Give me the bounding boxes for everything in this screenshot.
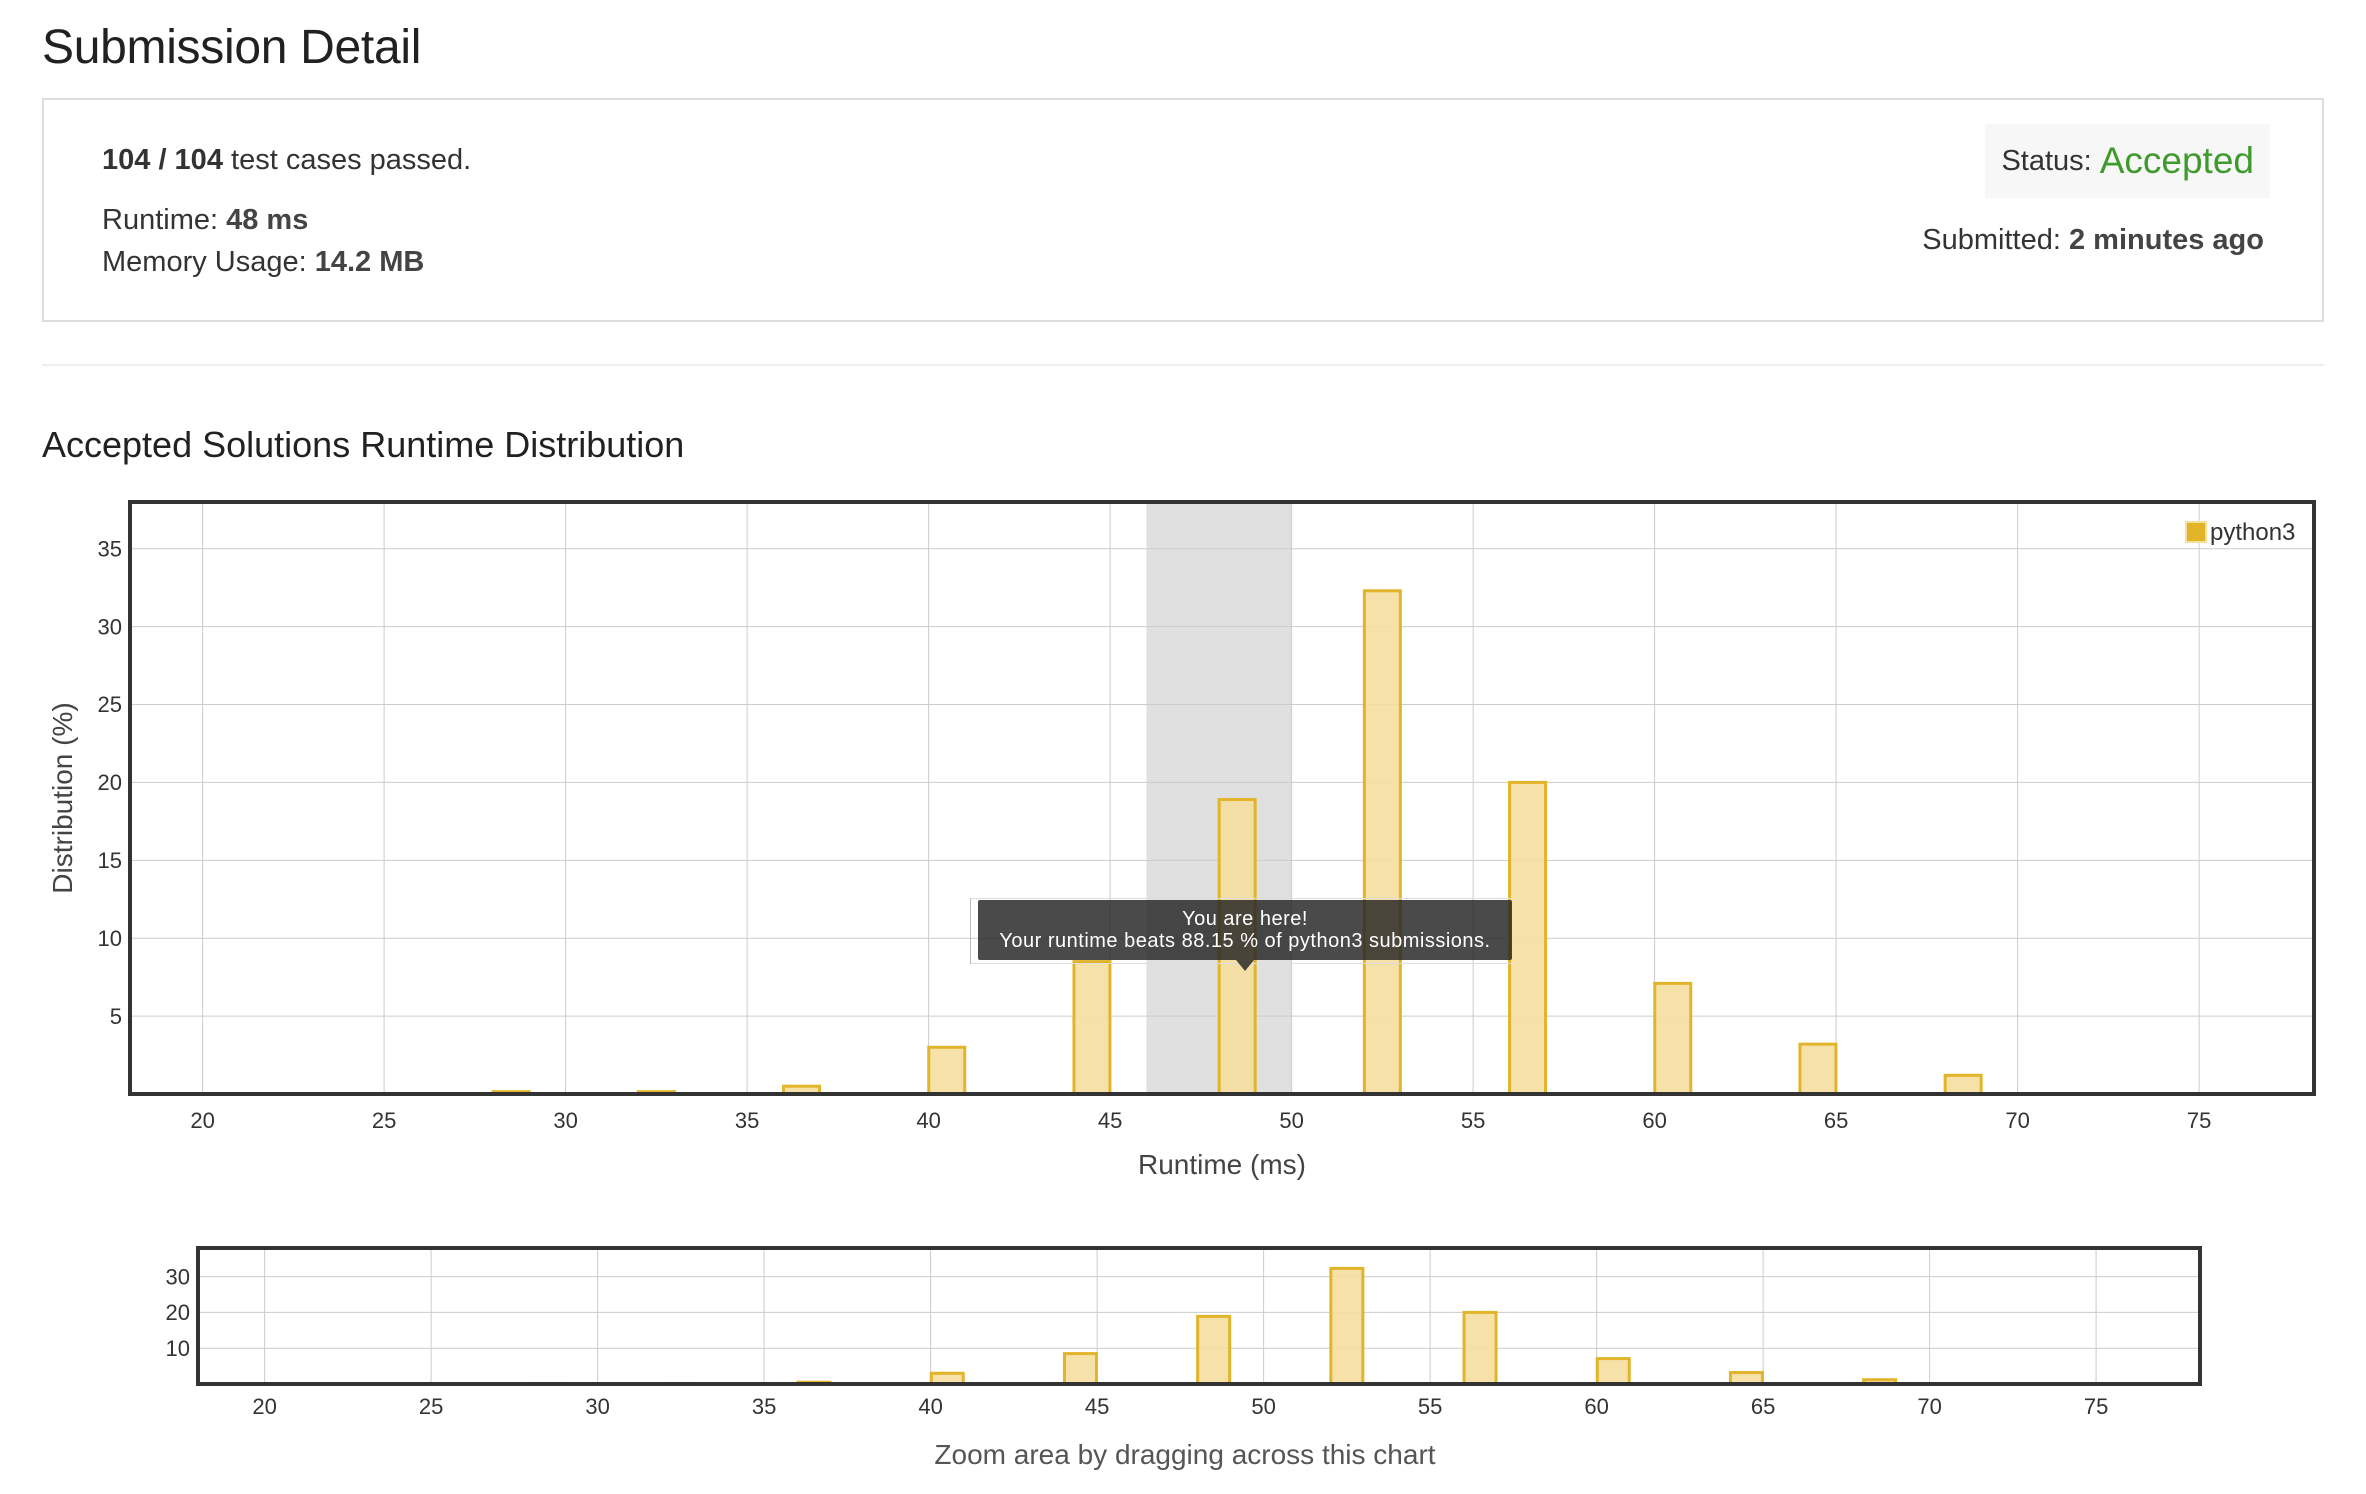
legend-swatch-python3[interactable] xyxy=(2185,521,2207,543)
tooltip-title: You are here! xyxy=(1182,908,1308,930)
x-tick-label: 50 xyxy=(1279,1108,1303,1133)
bar-56.5[interactable] xyxy=(1462,1310,1498,1386)
tests-passed-count: 104 / 104 xyxy=(102,144,223,176)
x-tick-label: 75 xyxy=(2187,1108,2211,1133)
runtime-label: Runtime: xyxy=(102,204,219,236)
y-tick-label: 20 xyxy=(98,770,122,795)
tooltip-arrow xyxy=(1236,960,1254,971)
submitted-value: 2 minutes ago xyxy=(2069,224,2264,256)
bar-52.5[interactable] xyxy=(1362,589,1402,1096)
y-tick-label: 10 xyxy=(166,1336,190,1361)
x-tick-label: 75 xyxy=(2084,1394,2108,1419)
x-tick-label: 20 xyxy=(190,1108,214,1133)
submitted-line: Submitted: 2 minutes ago xyxy=(1922,224,2264,257)
runtime-tooltip: You are here! Your runtime beats 88.15 %… xyxy=(978,900,1512,960)
page-title: Submission Detail xyxy=(42,21,422,74)
x-tick-label: 70 xyxy=(1917,1394,1941,1419)
bar-56.5[interactable] xyxy=(1508,780,1548,1096)
x-tick-label: 70 xyxy=(2005,1108,2029,1133)
x-tick-label: 20 xyxy=(252,1394,276,1419)
x-tick-label: 35 xyxy=(735,1108,759,1133)
x-tick-label: 45 xyxy=(1085,1394,1109,1419)
x-tick-label: 65 xyxy=(1824,1108,1848,1133)
runtime-value: 48 ms xyxy=(226,204,309,236)
bar-40.5[interactable] xyxy=(927,1045,967,1096)
distribution-title: Accepted Solutions Runtime Distribution xyxy=(42,424,685,465)
x-tick-label: 40 xyxy=(916,1108,940,1133)
y-tick-label: 30 xyxy=(98,614,122,639)
tests-passed-label: test cases passed. xyxy=(231,144,472,176)
memory-label: Memory Usage: xyxy=(102,246,307,278)
x-tick-label: 35 xyxy=(752,1394,776,1419)
submission-summary-panel: 104 / 104 test cases passed. Runtime: 48… xyxy=(42,98,2324,322)
y-axis-label: Distribution (%) xyxy=(47,702,78,893)
x-tick-label: 55 xyxy=(1461,1108,1485,1133)
x-tick-label: 30 xyxy=(553,1108,577,1133)
zoom-caption: Zoom area by dragging across this chart xyxy=(934,1439,1435,1470)
y-tick-label: 20 xyxy=(166,1300,190,1325)
x-tick-label: 40 xyxy=(918,1394,942,1419)
x-tick-label: 45 xyxy=(1098,1108,1122,1133)
bar-44.5[interactable] xyxy=(1072,960,1112,1096)
x-tick-label: 25 xyxy=(419,1394,443,1419)
submitted-label: Submitted: xyxy=(1922,224,2061,256)
x-tick-label: 65 xyxy=(1751,1394,1775,1419)
plot-frame xyxy=(128,500,2316,1096)
zoom-navigator-chart[interactable]: 20 25 30 35 40 45 50 55 60 65 70 75 10 20 30 Zoom area … xyxy=(0,1236,2366,1486)
x-tick-label: 55 xyxy=(1418,1394,1442,1419)
x-axis-label: Runtime (ms) xyxy=(1138,1149,1306,1180)
y-tick-label: 35 xyxy=(98,536,122,561)
bar-60.5[interactable] xyxy=(1653,981,1693,1096)
status-label: Status: xyxy=(2001,144,2092,177)
bar-52.5[interactable] xyxy=(1329,1266,1365,1386)
status-value[interactable]: Accepted xyxy=(2099,140,2254,181)
x-tick-label: 60 xyxy=(1584,1394,1608,1419)
y-tick-label: 25 xyxy=(98,692,122,717)
bar-48.5[interactable] xyxy=(1196,1314,1232,1386)
y-tick-label: 10 xyxy=(98,926,122,951)
section-divider xyxy=(42,364,2324,366)
x-tick-label: 50 xyxy=(1251,1394,1275,1419)
bar-44.5[interactable] xyxy=(1062,1352,1098,1386)
memory-line: Memory Usage: 14.2 MB xyxy=(102,246,424,279)
x-tick-label: 25 xyxy=(372,1108,396,1133)
memory-value: 14.2 MB xyxy=(314,246,425,278)
status-box: Status: Accepted xyxy=(1985,124,2270,198)
plot-frame xyxy=(196,1246,2202,1386)
bar-64.5[interactable] xyxy=(1798,1042,1838,1096)
runtime-distribution-chart[interactable]: 20 25 30 35 40 45 50 55 60 65 70 75 5 10 15 20 25 30 35 Run… xyxy=(0,490,2366,1200)
x-tick-label: 30 xyxy=(585,1394,609,1419)
y-tick-label: 30 xyxy=(166,1264,190,1289)
bar-60.5[interactable] xyxy=(1595,1357,1631,1386)
y-tick-label: 15 xyxy=(98,848,122,873)
tooltip-text: Your runtime beats 88.15 % of python3 su… xyxy=(999,930,1491,952)
legend-label-python3[interactable]: python3 xyxy=(2210,519,2295,546)
runtime-line: Runtime: 48 ms xyxy=(102,204,308,237)
x-tick-label: 60 xyxy=(1642,1108,1666,1133)
y-tick-label: 5 xyxy=(110,1004,122,1029)
test-cases-line: 104 / 104 test cases passed. xyxy=(102,144,471,177)
bar-68.5[interactable] xyxy=(1943,1073,1983,1096)
